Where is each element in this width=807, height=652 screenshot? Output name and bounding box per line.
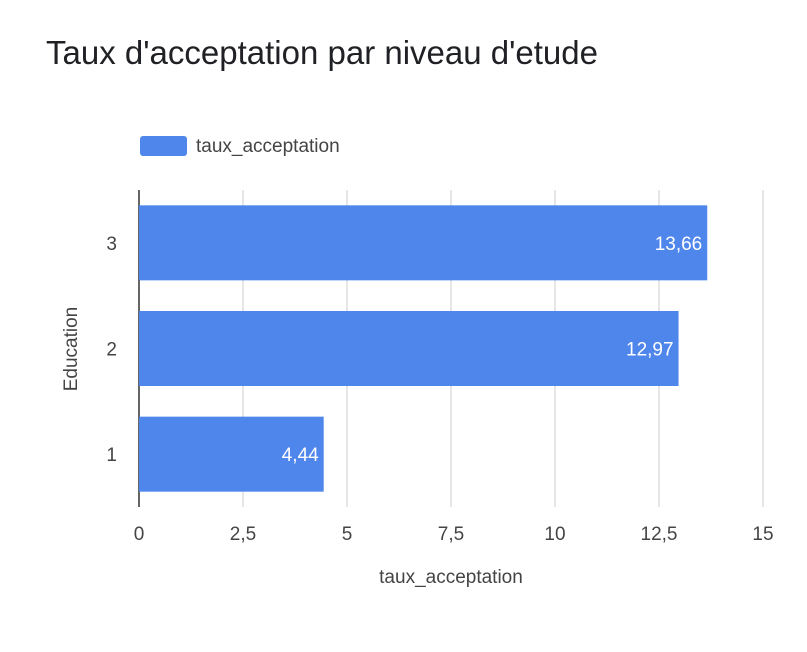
legend: taux_acceptation <box>140 136 340 157</box>
bars: 13,66 12,97 4,44 <box>139 205 708 492</box>
x-tick-label: 0 <box>134 524 145 545</box>
chart-title: Taux d'acceptation par niveau d'etude <box>46 34 598 71</box>
x-tick-label: 15 <box>752 524 773 545</box>
x-tick-label: 10 <box>544 524 565 545</box>
x-tick-label: 12,5 <box>641 524 678 545</box>
y-tick-label: 3 <box>106 234 117 255</box>
x-axis-ticks: 0 2,5 5 7,5 10 12,5 15 <box>134 524 774 545</box>
y-tick-label: 1 <box>106 445 117 466</box>
bar <box>139 205 708 281</box>
x-axis-title: taux_acceptation <box>379 567 523 588</box>
y-axis-ticks: 3 2 1 <box>106 234 117 466</box>
x-tick-label: 2,5 <box>230 524 256 545</box>
bar <box>139 416 324 492</box>
bar-data-label: 12,97 <box>626 340 674 361</box>
legend-label: taux_acceptation <box>196 136 340 157</box>
x-tick-label: 5 <box>342 524 353 545</box>
bar-data-label: 4,44 <box>282 445 319 466</box>
x-tick-label: 7,5 <box>438 524 464 545</box>
bar-data-label: 13,66 <box>655 234 703 255</box>
bar <box>139 310 679 387</box>
y-axis-title: Education <box>61 307 82 392</box>
legend-swatch <box>140 136 187 156</box>
y-tick-label: 2 <box>106 340 117 361</box>
